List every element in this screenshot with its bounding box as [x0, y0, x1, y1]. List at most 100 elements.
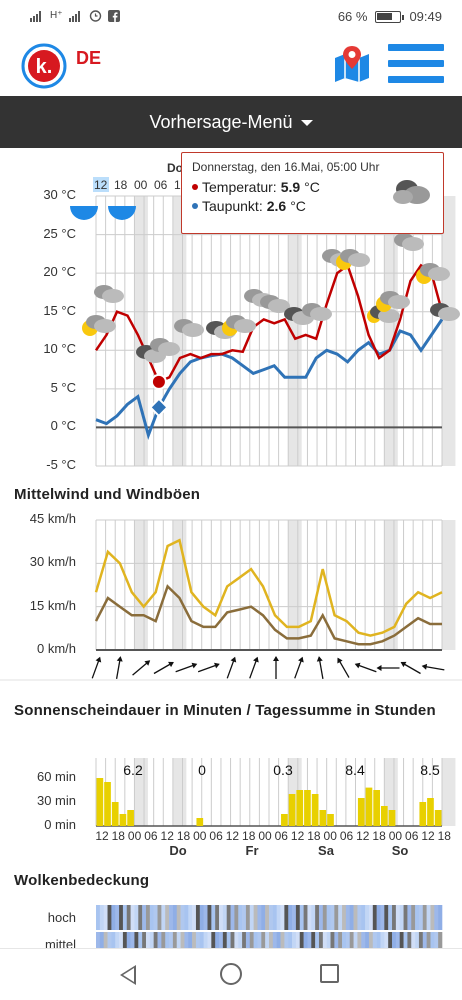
- cloud-cover-cell: [342, 932, 347, 948]
- cloud-cover-cell: [234, 905, 239, 930]
- temp-night-band-4: [442, 196, 456, 466]
- sunshine-hour-label: 12: [161, 829, 175, 843]
- cloud-cover-cell: [411, 932, 416, 948]
- cloud-icon-part-1: [94, 319, 116, 333]
- wind-arrow-head: [316, 656, 323, 662]
- logo-icon[interactable]: k.: [20, 42, 68, 90]
- cloud-cover-cell: [384, 905, 389, 930]
- alarm-icon: [89, 10, 101, 22]
- cloud-cover-cell: [207, 932, 212, 948]
- cloud-cover-cell: [330, 932, 335, 948]
- temperature-y-tick: 20 °C: [43, 264, 76, 280]
- cloud-cover-cell: [188, 932, 193, 948]
- map-pin-icon[interactable]: [332, 44, 372, 84]
- forecast-content[interactable]: 1218000612Do6.200.38.48.5121800061218000…: [0, 148, 462, 948]
- back-icon[interactable]: [120, 965, 136, 985]
- wind-gust-line: [94, 538, 443, 637]
- temperature-y-tick: 15 °C: [43, 302, 76, 318]
- cloud-cover-cell: [126, 905, 131, 930]
- hamburger-icon[interactable]: [388, 44, 444, 84]
- cloud-cover-cell: [253, 932, 258, 948]
- signal-icon-2: [68, 10, 80, 22]
- cloud-cover-cell: [149, 905, 154, 930]
- top-hour-label: 00: [134, 178, 148, 192]
- cloud-cover-cell: [180, 905, 185, 930]
- cloud-cover-cell: [288, 932, 293, 948]
- cloud-cover-cell: [361, 932, 366, 948]
- cloud-cover-cell: [315, 905, 320, 930]
- cloud-cover-cell: [303, 932, 308, 948]
- cloud-cover-cell: [134, 905, 139, 930]
- sunshine-hour-label: 12: [291, 829, 305, 843]
- cloud-cover-cell: [376, 905, 381, 930]
- cloud-cover-cell: [311, 905, 316, 930]
- cloud-cover-cell: [257, 932, 262, 948]
- cloud-cover-cell: [338, 932, 343, 948]
- sunshine-bar: [311, 794, 319, 826]
- cloud-icon-part-10: [310, 307, 332, 321]
- battery-fill: [377, 12, 392, 20]
- cloud-cover-cell: [261, 905, 266, 930]
- cloud-icon-part-8: [268, 299, 290, 313]
- cloud-cover-cell: [326, 905, 331, 930]
- cloud-cover-cell: [357, 932, 362, 948]
- sunshine-bar: [365, 787, 373, 826]
- cloud-cover-cell: [199, 905, 204, 930]
- forecast-menu-button[interactable]: Vorhersage-Menü: [0, 96, 462, 148]
- cloud-cover-cell: [342, 905, 347, 930]
- cloud-cover-cell: [103, 932, 108, 948]
- cloud-cover-cell: [253, 905, 258, 930]
- sunshine-day-label: Sa: [318, 843, 335, 858]
- wind-mean-line: [94, 584, 442, 646]
- tooltip-dew-row: Taupunkt: 2.6 °C: [192, 198, 433, 214]
- recent-apps-icon[interactable]: [320, 964, 339, 983]
- cloud-cover-cell: [115, 905, 120, 930]
- hamburger-line: [388, 44, 444, 51]
- cloud-icon-part-12: [348, 253, 370, 267]
- chart-tooltip: Donnerstag, den 16.Mai, 05:00 Uhr Temper…: [181, 152, 444, 234]
- battery-percent: 66 %: [337, 9, 368, 24]
- cloud-cover-cell: [172, 932, 178, 948]
- sunshine-bar: [434, 810, 442, 826]
- cloud-cover-cell: [303, 905, 308, 930]
- tooltip-temp-unit: °C: [304, 179, 320, 195]
- cloud-icon-part-16: [428, 267, 450, 281]
- cloud-cover-cell: [315, 932, 320, 948]
- cloud-cover-cell: [142, 932, 147, 948]
- cloud-cover-cell: [103, 905, 108, 930]
- selected-hour-bg: [93, 177, 109, 192]
- region-label[interactable]: DE: [76, 48, 102, 68]
- cloud-icon-part-0: [102, 289, 124, 303]
- cloud-cover-cell: [96, 905, 101, 930]
- cloud-cover-cell: [111, 932, 116, 948]
- cloud-cover-cell: [311, 932, 316, 948]
- cloud-cover-cell: [157, 905, 162, 930]
- wind-arrow-head: [273, 656, 279, 661]
- cloud-cover-cell: [99, 905, 104, 930]
- cloud-cover-cell: [376, 932, 381, 948]
- sunshine-hour-label: 18: [177, 829, 191, 843]
- cloud-cover-cell: [145, 905, 151, 930]
- cloud-cover-cell: [372, 905, 377, 930]
- tooltip-dew-unit: °C: [290, 198, 306, 214]
- cloud-cover-cell: [115, 932, 120, 948]
- sunshine-hour-label: 06: [144, 829, 158, 843]
- temperature-dot: [192, 184, 198, 190]
- cloud-cover-cell: [299, 932, 304, 948]
- cloud-cover-cell: [245, 932, 251, 948]
- home-icon[interactable]: [220, 963, 242, 985]
- cloud-cover-cell: [280, 932, 285, 948]
- cloud-cover-cell: [142, 905, 147, 930]
- cloud-cover-cell: [407, 905, 412, 930]
- network-type: H⁺: [50, 10, 63, 21]
- wind-y-tick: 15 km/h: [29, 597, 76, 613]
- sunshine-y-tick: 0 min: [44, 817, 76, 832]
- cloud-cover-cell: [242, 905, 247, 930]
- status-left: H⁺: [30, 9, 120, 22]
- cloud-cover-cell: [119, 905, 124, 930]
- cloud-cover-cell: [426, 932, 431, 948]
- cloud-cover-cell: [272, 905, 277, 930]
- cloud-cover-cell: [96, 932, 101, 948]
- logo-letter: k.: [36, 56, 53, 78]
- cloud-cover-cell: [130, 932, 135, 948]
